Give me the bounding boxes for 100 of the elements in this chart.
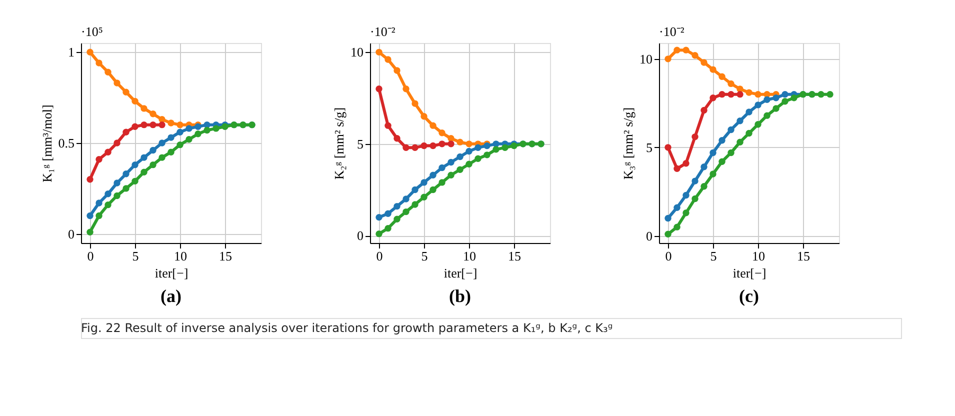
- point: [700, 59, 708, 66]
- point: [158, 121, 166, 128]
- point: [96, 60, 102, 66]
- y-tick-label: 1: [68, 44, 74, 60]
- point: [412, 201, 418, 208]
- point: [718, 90, 726, 98]
- point: [430, 172, 436, 178]
- x-tick-label: 0: [665, 248, 672, 264]
- point: [818, 90, 824, 98]
- point: [710, 66, 716, 73]
- point: [728, 149, 734, 156]
- point: [140, 168, 148, 176]
- text: (c): [739, 286, 759, 306]
- point: [212, 125, 220, 132]
- point: [376, 48, 382, 56]
- point: [718, 73, 726, 80]
- point: [692, 195, 698, 202]
- point: [746, 130, 752, 137]
- point: [186, 136, 192, 143]
- point: [674, 165, 680, 172]
- point: [114, 80, 120, 86]
- point: [376, 86, 382, 92]
- point: [448, 140, 454, 148]
- point: [114, 140, 120, 146]
- point: [754, 90, 762, 98]
- point: [664, 214, 672, 222]
- point: [772, 105, 780, 112]
- point: [764, 90, 770, 98]
- point: [710, 94, 716, 102]
- point: [456, 138, 464, 146]
- point: [402, 144, 410, 151]
- point: [764, 96, 770, 103]
- x-tick-label: 5: [421, 248, 428, 264]
- point: [682, 210, 690, 216]
- point: [664, 230, 672, 238]
- point: [456, 153, 464, 160]
- point: [700, 183, 708, 190]
- point: [104, 148, 112, 156]
- point: [502, 144, 508, 151]
- point: [746, 89, 752, 96]
- point: [96, 212, 102, 220]
- point: [376, 214, 382, 221]
- y-tick-label: 0: [646, 228, 652, 244]
- point: [186, 125, 192, 132]
- point: [150, 146, 156, 154]
- x-tick-label: 10: [752, 248, 765, 264]
- point: [430, 122, 436, 129]
- point: [674, 46, 680, 54]
- point: [710, 170, 716, 178]
- point: [412, 100, 418, 107]
- point: [736, 138, 744, 146]
- point: [790, 94, 798, 102]
- point: [438, 164, 446, 172]
- point: [420, 194, 428, 200]
- point: [86, 228, 94, 236]
- point: [474, 155, 482, 162]
- point: [122, 170, 130, 178]
- point: [122, 128, 130, 136]
- x-axis-title: iter[−]: [154, 266, 188, 280]
- point: [402, 86, 410, 92]
- text: ·10⁵: [81, 24, 103, 39]
- point: [384, 122, 392, 129]
- point: [728, 90, 734, 98]
- point: [438, 140, 446, 148]
- point: [736, 90, 744, 98]
- x-tick-label: 0: [87, 248, 94, 264]
- point: [114, 180, 120, 186]
- x-tick-label: 15: [508, 248, 521, 264]
- text: ·10⁻²: [659, 24, 684, 39]
- point: [114, 192, 120, 200]
- point: [104, 201, 112, 208]
- point: [104, 68, 112, 76]
- point: [412, 144, 418, 151]
- point: [674, 204, 680, 211]
- point: [674, 224, 680, 230]
- x-tick-label: 15: [797, 248, 810, 264]
- point: [782, 90, 788, 98]
- point: [376, 230, 382, 238]
- point: [692, 133, 698, 140]
- y-tick-label: 5: [646, 140, 652, 155]
- point: [168, 120, 174, 126]
- y-tick-label: 10: [640, 51, 652, 66]
- point: [140, 121, 148, 128]
- point: [736, 118, 744, 124]
- point: [86, 176, 94, 183]
- point: [728, 80, 734, 88]
- point: [826, 90, 834, 98]
- point: [764, 112, 770, 119]
- point: [122, 185, 130, 192]
- x-axis-title: iter[−]: [444, 266, 478, 280]
- x-tick-label: 5: [710, 248, 717, 264]
- point: [754, 102, 762, 108]
- point: [168, 148, 174, 156]
- text: (a): [160, 286, 182, 306]
- point: [194, 130, 202, 138]
- point: [140, 154, 148, 161]
- point: [718, 137, 726, 144]
- point: [150, 161, 156, 168]
- point: [492, 146, 500, 153]
- point: [448, 172, 454, 178]
